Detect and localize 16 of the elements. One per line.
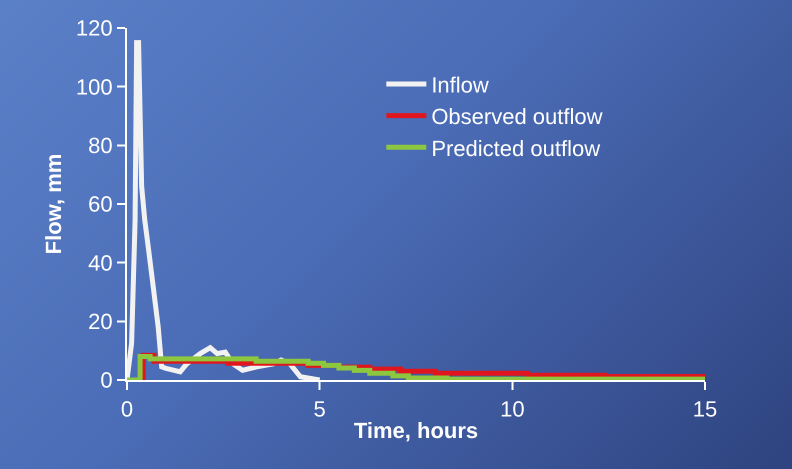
- y-tick-label: 120: [76, 16, 113, 41]
- legend-label: Observed outflow: [431, 104, 603, 130]
- y-tick-label: 0: [100, 368, 113, 393]
- legend-label: Predicted outflow: [431, 136, 600, 161]
- legend-label: Inflow: [431, 72, 489, 98]
- y-tick-label: 40: [88, 250, 113, 276]
- y-axis-title: Flow, mm: [41, 154, 66, 254]
- x-tick-label: 10: [500, 396, 525, 422]
- y-tick-label: 100: [76, 74, 113, 100]
- y-tick-label: 80: [88, 133, 113, 158]
- y-tick-label: 20: [88, 309, 113, 334]
- x-tick-label: 15: [692, 396, 718, 422]
- y-tick-label: 60: [88, 192, 113, 217]
- x-tick-label: 0: [120, 396, 134, 422]
- x-tick-label: 5: [314, 396, 326, 422]
- x-axis-title: Time, hours: [354, 418, 478, 443]
